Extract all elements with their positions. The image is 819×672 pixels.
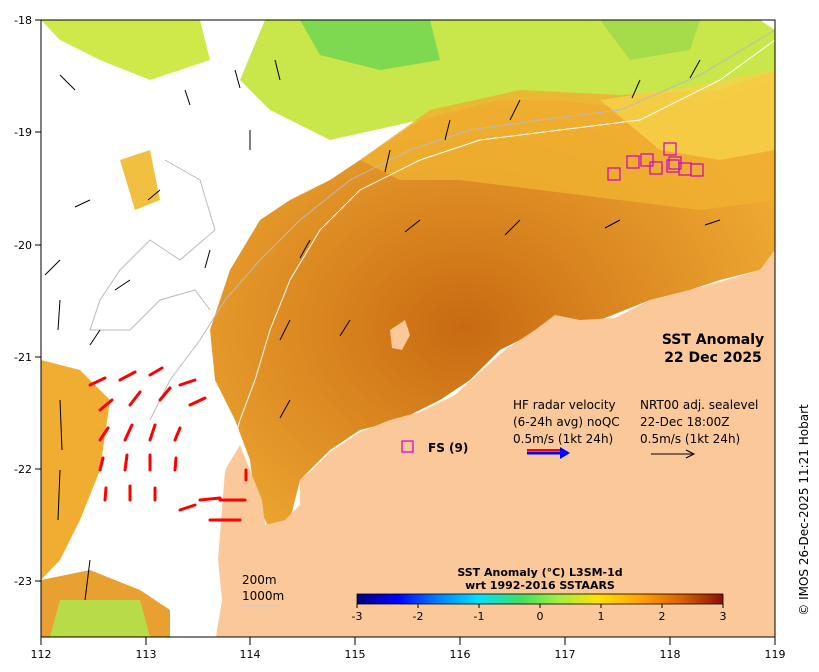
isobath-200m [214,39,775,521]
axis-ticks [35,19,776,645]
hf-legend-line1: HF radar velocity [513,398,616,412]
colorbar [356,593,724,605]
sst-field-green [300,20,440,70]
sealevel-legend-line2: 22-Dec 18:00Z [640,415,729,429]
sst-field-green-2 [600,20,700,60]
credit-text: © IMOS 26-Dec-2025 11:21 Hobart [797,404,811,616]
x-tick-119: 119 [765,648,786,661]
y-tick-19: -19 [14,126,32,139]
fs-box [649,161,663,175]
x-tick-112: 112 [31,648,52,661]
colorbar-tick-label: 3 [720,610,727,623]
depth-label-200m: 200m [242,573,277,587]
colorbar-tick-label: -2 [413,610,424,623]
fs-label: FS (9) [428,441,468,455]
hf-legend-arrow-icon [527,447,570,459]
map-date: 22 Dec 2025 [664,350,762,366]
isobath-plateau [89,159,216,331]
y-tick-23: -23 [14,575,32,588]
colorbar-tick-label: -3 [352,610,363,623]
fs-boxes [607,142,704,181]
hf-legend-line2: (6-24h avg) noQC [513,415,620,429]
isobath-1000m [149,29,775,421]
x-tick-118: 118 [660,648,681,661]
land-mainland [216,250,775,637]
x-tick-116: 116 [450,648,471,661]
sealevel-legend-line1: NRT00 adj. sealevel [640,398,758,412]
fs-box [663,142,677,156]
colorbar-tick-label: 0 [537,610,544,623]
y-tick-21: -21 [14,351,32,364]
colorbar-title-line1: SST Anomaly (°C) L3SM-1d [457,566,622,579]
sst-field-yellow-fringe [600,70,775,160]
y-tick-20: -20 [14,239,32,252]
colorbar-ticks [356,604,724,608]
land-island [390,320,410,350]
colorbar-tick-label: 1 [598,610,605,623]
y-tick-18: -18 [14,14,32,27]
y-tick-22: -22 [14,463,32,476]
fs-box [690,163,704,177]
sealevel-arrows [44,59,721,601]
sst-field-sw-green [50,600,150,637]
colorbar-title-line2: wrt 1992-2016 SSTAARS [465,579,615,592]
x-tick-115: 115 [345,648,366,661]
sst-field-sw [41,360,110,580]
sst-field-mid-left [120,150,160,210]
x-tick-114: 114 [240,648,261,661]
fs-box [626,155,640,169]
sst-field-nw [41,20,210,80]
sealevel-legend-arrow-icon [651,449,696,459]
depth-label-1000m: 1000m [242,589,284,603]
colorbar-tick-label: 2 [659,610,666,623]
hf-radar-arrows [88,366,248,522]
colorbar-tick-label: -1 [474,610,485,623]
x-tick-113: 113 [136,648,157,661]
sealevel-legend-line3: 0.5m/s (1kt 24h) [640,432,740,446]
hf-legend-line3: 0.5m/s (1kt 24h) [513,432,613,446]
map-title: SST Anomaly [662,332,764,348]
fs-box [607,167,621,181]
fs-box [640,153,654,167]
fs-legend-box-icon [401,440,414,453]
x-tick-117: 117 [555,648,576,661]
